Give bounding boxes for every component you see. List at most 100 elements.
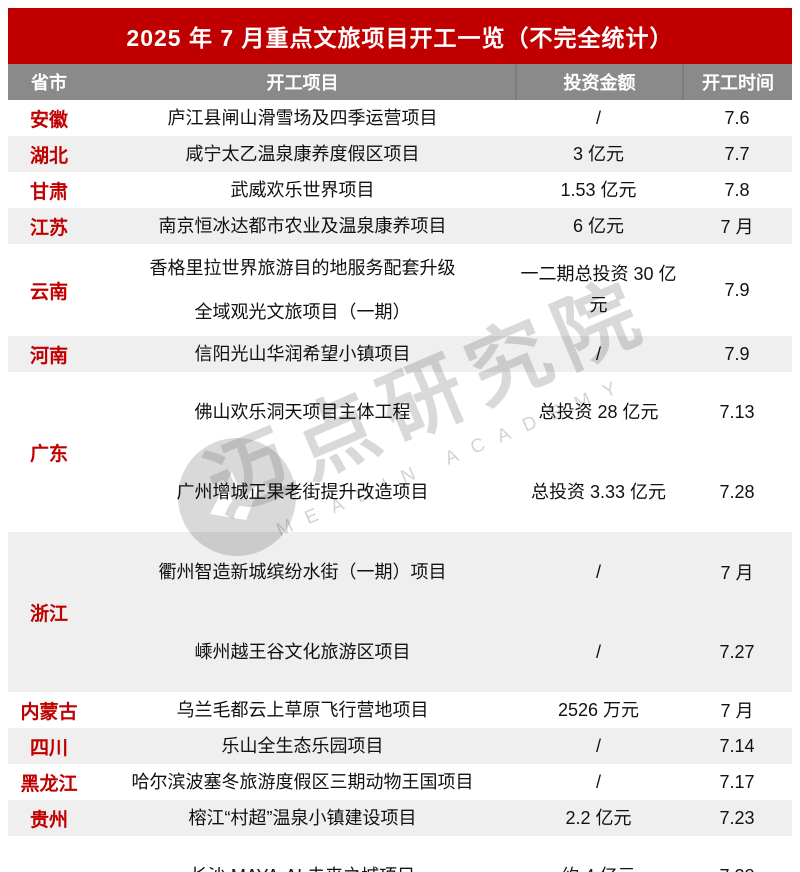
project-entry: 武威欢乐世界项目 1.53 亿元 7.8 [90, 172, 792, 208]
start-date: 7.6 [724, 107, 750, 128]
project-entry: 榕江“村超”温泉小镇建设项目 2.2 亿元 7.23 [90, 800, 792, 836]
header-project: 开工项目 [266, 73, 339, 93]
project-line: 佛山欢乐洞天项目主体工程 [194, 401, 411, 422]
province-label: 黑龙江 [20, 773, 78, 795]
start-date: 7.14 [719, 735, 755, 756]
start-date: 7 月 [720, 563, 754, 583]
project-entry: 南京恒冰达都市农业及温泉康养项目 6 亿元 7 月 [90, 208, 792, 244]
investment-amount: / [595, 735, 601, 756]
project-entry: 乌兰毛都云上草原飞行营地项目 2526 万元 7 月 [90, 692, 792, 728]
province-label: 甘肃 [29, 181, 68, 203]
project-name: 嵊州越王谷文化旅游区项目 [90, 612, 515, 692]
investment-amount: 总投资 3.33 亿元 [530, 481, 667, 502]
investment-amount: / [595, 107, 601, 128]
start-date: 7.8 [724, 179, 750, 200]
project-line: 信阳光山华润希望小镇项目 [194, 343, 411, 364]
project-name: 武威欢乐世界项目 [90, 172, 515, 208]
table-row: 安徽 庐江县闸山滑雪场及四季运营项目 / 7.6 [8, 100, 792, 136]
investment-amount: / [595, 343, 601, 364]
header-date: 开工时间 [682, 64, 792, 100]
investment-amount: 2.2 亿元 [565, 807, 632, 828]
project-line: 榕江“村超”温泉小镇建设项目 [188, 807, 417, 828]
province-label: 贵州 [29, 809, 68, 831]
project-name: 乐山全生态乐园项目 [90, 728, 515, 764]
project-line: 乌兰毛都云上草原飞行营地项目 [176, 699, 429, 720]
row-entries: 南京恒冰达都市农业及温泉康养项目 6 亿元 7 月 [90, 208, 792, 244]
page-title: 2025 年 7 月重点文旅项目开工一览（不完全统计） [8, 8, 792, 64]
table-row: 云南 香格里拉世界旅游目的地服务配套升级 全域观光文旅项目（一期） 一二期总投资 30… [8, 244, 792, 336]
start-date: 7.27 [719, 641, 755, 662]
project-name: 香格里拉世界旅游目的地服务配套升级 全域观光文旅项目（一期） [90, 244, 515, 336]
project-entry: 庐江县闸山滑雪场及四季运营项目 / 7.6 [90, 100, 792, 136]
project-entry: 长沙 MAYA·AI 未来之城项目 约 4 亿元7.28 [90, 836, 792, 872]
investment-amount: 一二期总投资 30 亿元 [520, 264, 677, 315]
project-line: 香格里拉世界旅游目的地服务配套升级 [149, 257, 456, 278]
start-date: 7.17 [719, 771, 755, 792]
start-date: 7 月 [720, 701, 754, 721]
project-name: 哈尔滨波塞冬旅游度假区三期动物王国项目 [90, 764, 515, 800]
project-entry: 咸宁太乙温泉康养度假区项目 3 亿元 7.7 [90, 136, 792, 172]
project-line: 衢州智造新城缤纷水街（一期）项目 [158, 561, 447, 582]
project-line: 南京恒冰达都市农业及温泉康养项目 [158, 215, 447, 236]
project-entry: 佛山欢乐洞天项目主体工程 总投资 28 亿元 7.13 [90, 372, 792, 452]
province-label: 四川 [29, 737, 68, 759]
row-entries: 乐山全生态乐园项目 / 7.14 [90, 728, 792, 764]
table-body: 安徽 庐江县闸山滑雪场及四季运营项目 / 7.6 湖北 咸宁太乙温泉康养度假区项目 3 亿元… [8, 100, 792, 872]
project-entry: 信阳光山华润希望小镇项目 / 7.9 [90, 336, 792, 372]
table-row: 湖北 咸宁太乙温泉康养度假区项目 3 亿元 7.7 [8, 136, 792, 172]
row-entries: 长沙 MAYA·AI 未来之城项目约 4 亿元7.28仰天湖国际旅游度假区漫湖里… [90, 836, 792, 872]
start-date: 7.9 [724, 279, 750, 300]
project-name: 南京恒冰达都市农业及温泉康养项目 [90, 208, 515, 244]
header-province: 省市 [31, 73, 67, 93]
province-label: 湖南 [8, 836, 90, 872]
province-label: 内蒙古 [20, 701, 78, 723]
header-investment: 投资金额 [515, 64, 682, 100]
row-entries: 咸宁太乙温泉康养度假区项目 3 亿元 7.7 [90, 136, 792, 172]
project-line: 广州增城正果老街提升改造项目 [176, 481, 429, 502]
investment-amount: / [595, 561, 601, 582]
project-line: 嵊州越王谷文化旅游区项目 [194, 641, 411, 662]
row-entries: 武威欢乐世界项目 1.53 亿元 7.8 [90, 172, 792, 208]
investment-amount: 约 4 亿元 [515, 836, 682, 872]
row-entries: 衢州智造新城缤纷水街（一期）项目 / 7 月嵊州越王谷文化旅游区项目 / 7.27 [90, 532, 792, 692]
investment-amount: 6 亿元 [572, 215, 624, 236]
start-date: 7.9 [724, 343, 750, 364]
project-line: 武威欢乐世界项目 [230, 179, 375, 200]
project-name: 衢州智造新城缤纷水街（一期）项目 [90, 532, 515, 612]
row-entries: 佛山欢乐洞天项目主体工程 总投资 28 亿元 7.13 广州增城正果老街提升改造项目 总… [90, 372, 792, 532]
table-row: 广东 佛山欢乐洞天项目主体工程 总投资 28 亿元 7.13 广州增城正果老街提升改造项… [8, 372, 792, 532]
project-name: 庐江县闸山滑雪场及四季运营项目 [90, 100, 515, 136]
province-label: 云南 [29, 281, 68, 303]
project-name: 榕江“村超”温泉小镇建设项目 [90, 800, 515, 836]
start-date: 7.13 [719, 401, 755, 422]
project-name: 咸宁太乙温泉康养度假区项目 [90, 136, 515, 172]
investment-amount: 1.53 亿元 [560, 179, 637, 200]
province-label: 浙江 [29, 603, 68, 625]
province-label: 湖北 [29, 145, 68, 167]
start-date: 7.28 [719, 481, 755, 502]
project-name: 长沙 MAYA·AI 未来之城项目 [90, 836, 515, 872]
investment-amount: 总投资 28 亿元 [538, 401, 659, 422]
investment-amount: / [595, 641, 601, 662]
project-line: 哈尔滨波塞冬旅游度假区三期动物王国项目 [131, 771, 474, 792]
project-entry: 哈尔滨波塞冬旅游度假区三期动物王国项目 / 7.17 [90, 764, 792, 800]
project-entry: 乐山全生态乐园项目 / 7.14 [90, 728, 792, 764]
project-line: 长沙 MAYA·AI 未来之城项目 [190, 863, 415, 872]
project-name: 佛山欢乐洞天项目主体工程 [90, 372, 515, 452]
project-line: 庐江县闸山滑雪场及四季运营项目 [167, 107, 438, 128]
province-label: 河南 [29, 345, 68, 367]
province-label: 江苏 [29, 217, 68, 239]
project-entry: 嵊州越王谷文化旅游区项目 / 7.27 [90, 612, 792, 692]
table-row: 四川 乐山全生态乐园项目 / 7.14 [8, 728, 792, 764]
table-header: 省市 开工项目 投资金额 开工时间 [8, 64, 792, 100]
project-line: 乐山全生态乐园项目 [221, 735, 384, 756]
investment-amount: / [595, 771, 601, 792]
investment-amount: 2526 万元 [557, 699, 640, 720]
start-date: 7.23 [719, 807, 755, 828]
row-entries: 榕江“村超”温泉小镇建设项目 2.2 亿元 7.23 [90, 800, 792, 836]
table-row: 贵州 榕江“村超”温泉小镇建设项目 2.2 亿元 7.23 [8, 800, 792, 836]
project-entry: 香格里拉世界旅游目的地服务配套升级 全域观光文旅项目（一期） 一二期总投资 30 亿… [90, 244, 792, 336]
project-line: 全域观光文旅项目（一期） [194, 301, 411, 322]
start-date: 7 月 [720, 217, 754, 237]
table-row: 甘肃 武威欢乐世界项目 1.53 亿元 7.8 [8, 172, 792, 208]
